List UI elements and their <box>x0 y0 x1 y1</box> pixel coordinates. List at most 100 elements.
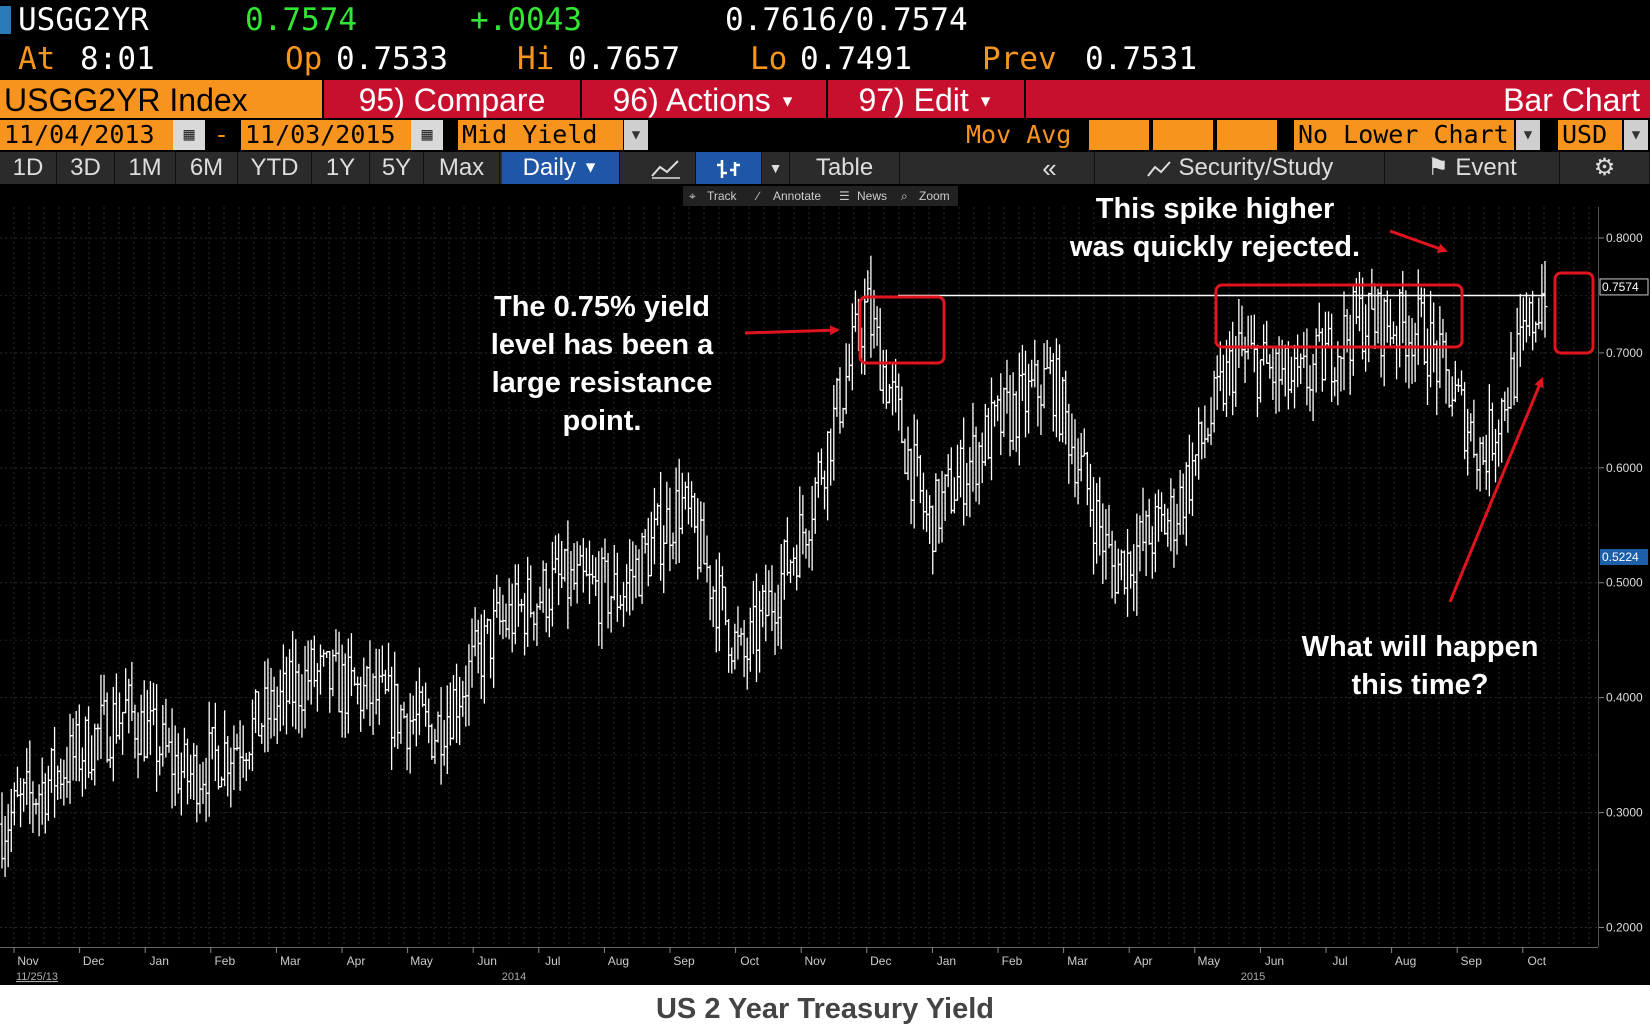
ohlc-bar <box>1208 397 1214 445</box>
calendar-icon[interactable]: ▦ <box>173 120 205 150</box>
ohlc-bar <box>750 581 756 655</box>
last-price-tag: 0.7574 <box>1602 280 1639 294</box>
news-button[interactable]: News <box>857 189 888 203</box>
ohlc-bar <box>707 565 713 621</box>
bar-chart-icon[interactable] <box>696 152 762 184</box>
range-max-button[interactable]: Max <box>424 152 500 184</box>
ohlc-bar <box>398 704 404 744</box>
chart-type-title: Bar Chart <box>1026 80 1650 118</box>
study-icon <box>1147 160 1171 177</box>
ohlc-bar <box>924 489 930 532</box>
event-button[interactable]: ⚑ Event <box>1385 152 1560 184</box>
x-tick-label: Feb <box>1002 954 1023 968</box>
compare-button[interactable]: 95) Compare <box>324 80 582 118</box>
range-1d-button[interactable]: 1D <box>0 152 57 184</box>
ohlc-bar <box>287 649 293 705</box>
lower-chart-select[interactable]: No Lower Chart <box>1294 120 1514 150</box>
ohlc-bar <box>630 541 636 611</box>
ohlc-bar <box>132 704 138 759</box>
ohlc-bar <box>1084 451 1090 506</box>
security-study-button[interactable]: Security/Study <box>1095 152 1385 184</box>
ohlc-bar <box>1125 529 1131 617</box>
line-chart-icon[interactable] <box>636 152 696 184</box>
field-select[interactable]: Mid Yield <box>458 120 623 150</box>
open-value: 0.7533 <box>336 41 448 77</box>
ohlc-bar <box>352 667 358 686</box>
ohlc-bar <box>135 712 141 779</box>
track-button[interactable]: Track <box>707 189 737 203</box>
ohlc-bar <box>1424 328 1430 406</box>
ohlc-bar <box>240 725 246 778</box>
ohlc-bar <box>24 748 30 805</box>
price-chart[interactable] <box>0 207 1598 947</box>
ohlc-bar <box>151 682 157 726</box>
chevron-down-icon[interactable]: ▼ <box>1624 120 1648 150</box>
chevron-down-icon[interactable]: ▼ <box>624 120 648 150</box>
ohlc-bar <box>648 511 654 577</box>
ohlc-bar <box>370 673 376 735</box>
ohlc-bar <box>933 473 939 553</box>
range-1m-button[interactable]: 1M <box>115 152 176 184</box>
ohlc-bar <box>1292 344 1298 409</box>
ohlc-bar <box>1227 331 1233 396</box>
security-index-name[interactable]: USGG2YR Index <box>0 80 322 118</box>
ohlc-bar <box>48 747 54 793</box>
gear-icon[interactable]: ⚙ <box>1560 152 1650 184</box>
chart-gridlines <box>0 207 1598 947</box>
range-3d-button[interactable]: 3D <box>57 152 115 184</box>
ohlc-bar <box>791 547 797 576</box>
ohlc-bar <box>1143 510 1149 577</box>
annotate-button[interactable]: Annotate <box>773 189 822 203</box>
net-change: +.0043 <box>470 2 582 38</box>
ohlc-bar <box>1069 413 1075 465</box>
time-label: At <box>18 41 56 77</box>
calendar-icon[interactable]: ▦ <box>411 120 443 150</box>
mov-avg-field-2[interactable] <box>1153 120 1213 150</box>
currency-select[interactable]: USD <box>1558 120 1622 150</box>
chevron-down-icon[interactable]: ▼ <box>1516 120 1540 150</box>
ohlc-bar <box>138 694 144 756</box>
ohlc-bar <box>1350 285 1356 376</box>
ohlc-bar <box>206 701 212 817</box>
ohlc-bar <box>1010 372 1016 451</box>
ohlc-bar <box>1372 283 1378 349</box>
x-tick-label: Jan <box>150 954 169 968</box>
mov-avg-label: Mov Avg <box>966 120 1072 149</box>
table-button[interactable]: Table <box>790 152 900 184</box>
ohlc-bar <box>846 343 852 382</box>
ohlc-bar <box>698 501 704 573</box>
range-1y-button[interactable]: 1Y <box>312 152 370 184</box>
range-6m-button[interactable]: 6M <box>176 152 238 184</box>
ohlc-bar <box>92 723 98 786</box>
period-daily-select[interactable]: Daily ▼ <box>502 152 620 184</box>
ohlc-bar <box>1013 391 1019 452</box>
ohlc-bar <box>970 402 976 492</box>
mov-avg-field-3[interactable] <box>1217 120 1277 150</box>
y-tick-label: 0.8000 <box>1606 231 1643 245</box>
range-5y-button[interactable]: 5Y <box>370 152 424 184</box>
zoom-button[interactable]: Zoom <box>919 189 950 203</box>
chevron-down-icon[interactable]: ▼ <box>762 152 790 184</box>
annotation-line: large resistance <box>491 367 713 399</box>
range-ytd-button[interactable]: YTD <box>238 152 312 184</box>
ohlc-bar <box>98 674 104 759</box>
ohlc-bar <box>877 308 883 391</box>
ohlc-bar <box>1072 419 1078 498</box>
actions-button[interactable]: 96) Actions ▼ <box>582 80 828 118</box>
x-tick-label: Jul <box>1332 954 1347 968</box>
ohlc-bar <box>8 788 14 853</box>
collapse-left-icon[interactable]: « <box>1005 152 1095 184</box>
edit-button[interactable]: 97) Edit ▼ <box>828 80 1026 118</box>
end-date-field[interactable]: 11/03/2015 <box>241 120 411 150</box>
ohlc-bar <box>528 565 534 618</box>
ohlc-bar <box>1044 339 1050 370</box>
annotation-line: The 0.75% yield <box>494 291 710 323</box>
ticker-symbol[interactable]: USGG2YR <box>18 2 149 38</box>
ohlc-bar <box>664 481 670 544</box>
ohlc-bar <box>280 644 286 726</box>
ohlc-bar <box>1001 387 1007 437</box>
x-tick-label: Aug <box>608 954 629 968</box>
mov-avg-field-1[interactable] <box>1089 120 1149 150</box>
ohlc-bar <box>1270 347 1276 400</box>
start-date-field[interactable]: 11/04/2013 <box>0 120 175 150</box>
